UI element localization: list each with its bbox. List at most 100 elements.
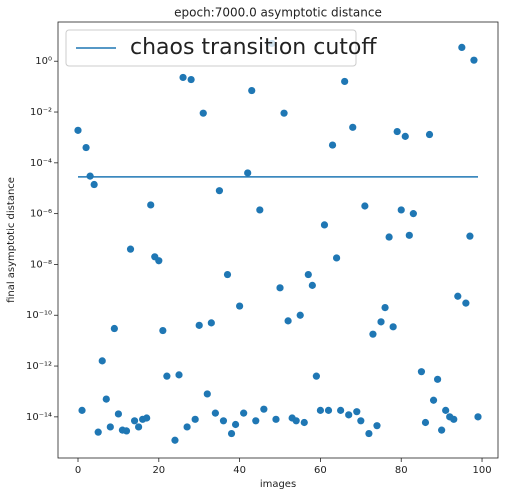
point [466,232,474,240]
chart-title: epoch:7000.0 asymptotic distance [174,6,382,20]
point [365,429,373,438]
point [106,423,114,431]
point [82,143,90,152]
y-tick-label: 10⁻⁸ [30,259,52,270]
point [102,395,110,403]
point [385,233,393,241]
point [260,405,268,413]
point [357,417,365,425]
point [147,201,155,209]
plot-frame [57,21,499,459]
point [361,202,369,210]
point [316,406,325,414]
point [312,372,320,380]
x-tick-label: 80 [395,465,408,476]
x-tick-label: 40 [233,465,246,476]
point [369,330,377,338]
point [373,422,381,430]
point [74,126,82,134]
point [155,257,163,265]
y-tick-label: 10⁻¹⁰ [26,310,52,321]
y-tick-label: 10⁻⁶ [30,209,52,220]
point [341,77,349,86]
point [401,132,409,140]
point [454,292,462,300]
point [183,423,191,431]
point [272,415,280,423]
point [122,427,131,435]
point [353,408,361,416]
point [171,436,179,444]
point [425,130,434,139]
point [421,418,430,427]
point [433,375,442,383]
point [236,302,244,310]
point [284,317,292,325]
point [135,423,143,431]
point [276,284,284,292]
point [203,390,211,398]
point [337,406,345,414]
point [98,357,106,365]
point [438,426,446,434]
point [78,406,86,414]
x-tick-label: 60 [314,465,327,476]
point [240,409,248,417]
point [94,428,102,436]
point [143,414,151,422]
point [187,75,195,84]
point [252,417,260,425]
point [256,206,264,214]
point [280,109,288,117]
point [393,127,401,136]
point [86,172,94,180]
point [223,270,232,279]
point [231,420,240,429]
point [211,409,219,417]
point [199,109,207,117]
point [300,418,308,427]
y-tick-label: 10⁻⁴ [30,158,52,169]
point [248,86,256,95]
point [207,319,215,327]
point [296,311,304,319]
point [219,417,228,425]
point [458,43,466,52]
point [175,371,183,379]
point [215,187,224,195]
point [163,372,171,380]
point [409,210,417,218]
point [179,73,187,82]
point [328,141,337,149]
point [417,368,426,376]
point [308,281,316,289]
point [405,231,413,239]
x-tick-label: 20 [152,465,165,476]
point [381,303,389,312]
point [227,429,236,438]
legend-box [65,29,357,67]
x-tick-label: 0 [75,465,81,476]
point [320,221,329,229]
point [429,396,438,404]
y-tick-label: 10⁻¹² [26,361,52,372]
point [110,324,118,333]
point [159,326,167,335]
point [332,254,341,262]
x-axis-label: images [260,479,296,490]
point [195,321,203,329]
y-tick-label: 10⁻¹⁴ [26,412,52,423]
point [304,270,312,279]
point [442,406,450,414]
y-tick-label: 10⁻² [30,107,52,118]
point [450,415,458,423]
legend-label: chaos transition cutoff [130,35,377,60]
point [191,415,199,423]
x-tick-label: 100 [472,465,491,476]
point [324,406,333,414]
point [292,417,300,425]
point [397,206,405,214]
y-axis-label: final asymptotic distance [6,177,17,303]
point [474,413,482,421]
